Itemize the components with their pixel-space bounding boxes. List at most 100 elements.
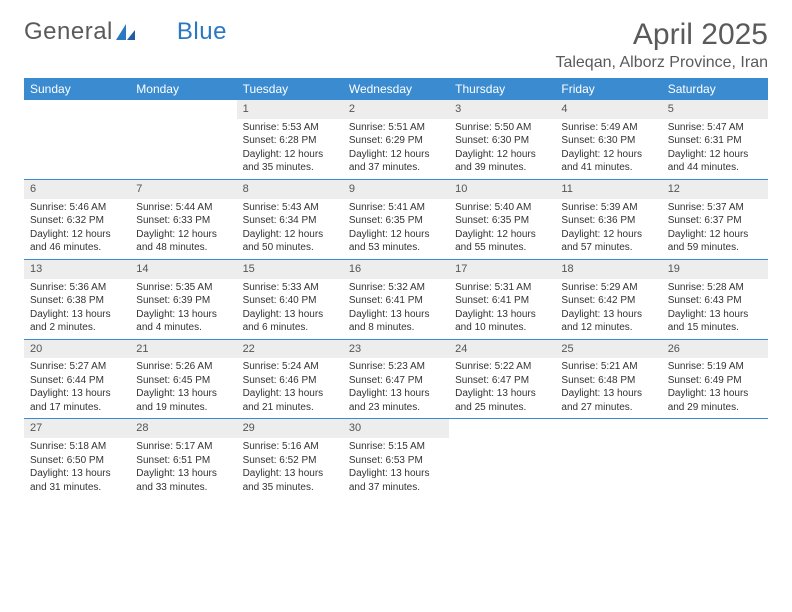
sunrise-text: Sunrise: 5:15 AM [349,440,443,454]
day-body: Sunrise: 5:43 AMSunset: 6:34 PMDaylight:… [237,199,343,259]
day-body: Sunrise: 5:27 AMSunset: 6:44 PMDaylight:… [24,358,130,418]
sunset-text: Sunset: 6:53 PM [349,454,443,468]
sunset-text: Sunset: 6:42 PM [561,294,655,308]
daylight-text-2: and 15 minutes. [668,321,762,335]
day-cell: 7Sunrise: 5:44 AMSunset: 6:33 PMDaylight… [130,180,236,259]
daylight-text-2: and 35 minutes. [243,481,337,495]
day-number: 4 [555,100,661,119]
daylight-text-1: Daylight: 13 hours [349,308,443,322]
day-number: 17 [449,260,555,279]
day-cell: 17Sunrise: 5:31 AMSunset: 6:41 PMDayligh… [449,260,555,339]
day-cell: 28Sunrise: 5:17 AMSunset: 6:51 PMDayligh… [130,419,236,498]
day-cell: 26Sunrise: 5:19 AMSunset: 6:49 PMDayligh… [662,340,768,419]
daylight-text-2: and 6 minutes. [243,321,337,335]
day-number: 23 [343,340,449,359]
day-body: Sunrise: 5:53 AMSunset: 6:28 PMDaylight:… [237,119,343,179]
daylight-text-1: Daylight: 12 hours [349,148,443,162]
day-number: 18 [555,260,661,279]
daylight-text-1: Daylight: 13 hours [136,308,230,322]
dow-cell: Sunday [24,78,130,100]
dow-cell: Friday [555,78,661,100]
calendar: SundayMondayTuesdayWednesdayThursdayFrid… [24,78,768,498]
daylight-text-1: Daylight: 12 hours [561,228,655,242]
sunrise-text: Sunrise: 5:46 AM [30,201,124,215]
daylight-text-1: Daylight: 13 hours [668,308,762,322]
day-body: Sunrise: 5:17 AMSunset: 6:51 PMDaylight:… [130,438,236,498]
day-number [449,419,555,438]
daylight-text-2: and 23 minutes. [349,401,443,415]
day-body: Sunrise: 5:32 AMSunset: 6:41 PMDaylight:… [343,279,449,339]
day-number: 25 [555,340,661,359]
day-cell [662,419,768,498]
daylight-text-2: and 53 minutes. [349,241,443,255]
sunset-text: Sunset: 6:32 PM [30,214,124,228]
day-cell: 10Sunrise: 5:40 AMSunset: 6:35 PMDayligh… [449,180,555,259]
sunrise-text: Sunrise: 5:33 AM [243,281,337,295]
day-number: 24 [449,340,555,359]
sunrise-text: Sunrise: 5:29 AM [561,281,655,295]
day-cell: 4Sunrise: 5:49 AMSunset: 6:30 PMDaylight… [555,100,661,179]
sunrise-text: Sunrise: 5:31 AM [455,281,549,295]
sunrise-text: Sunrise: 5:22 AM [455,360,549,374]
day-number: 14 [130,260,236,279]
daylight-text-1: Daylight: 13 hours [30,467,124,481]
sunrise-text: Sunrise: 5:28 AM [668,281,762,295]
sunset-text: Sunset: 6:34 PM [243,214,337,228]
daylight-text-2: and 57 minutes. [561,241,655,255]
daylight-text-1: Daylight: 13 hours [30,387,124,401]
day-number [130,100,236,119]
sunrise-text: Sunrise: 5:16 AM [243,440,337,454]
day-cell: 12Sunrise: 5:37 AMSunset: 6:37 PMDayligh… [662,180,768,259]
daylight-text-1: Daylight: 12 hours [136,228,230,242]
day-body: Sunrise: 5:18 AMSunset: 6:50 PMDaylight:… [24,438,130,498]
sunrise-text: Sunrise: 5:18 AM [30,440,124,454]
day-cell: 14Sunrise: 5:35 AMSunset: 6:39 PMDayligh… [130,260,236,339]
sunrise-text: Sunrise: 5:32 AM [349,281,443,295]
daylight-text-2: and 31 minutes. [30,481,124,495]
day-number: 15 [237,260,343,279]
daylight-text-1: Daylight: 13 hours [30,308,124,322]
day-number [24,100,130,119]
daylight-text-1: Daylight: 13 hours [243,308,337,322]
day-number: 13 [24,260,130,279]
sunrise-text: Sunrise: 5:50 AM [455,121,549,135]
sunrise-text: Sunrise: 5:51 AM [349,121,443,135]
dow-cell: Saturday [662,78,768,100]
daylight-text-1: Daylight: 12 hours [561,148,655,162]
daylight-text-1: Daylight: 12 hours [668,228,762,242]
day-number: 28 [130,419,236,438]
sunset-text: Sunset: 6:31 PM [668,134,762,148]
daylight-text-2: and 37 minutes. [349,481,443,495]
sunrise-text: Sunrise: 5:39 AM [561,201,655,215]
sunset-text: Sunset: 6:52 PM [243,454,337,468]
sunrise-text: Sunrise: 5:40 AM [455,201,549,215]
day-body: Sunrise: 5:29 AMSunset: 6:42 PMDaylight:… [555,279,661,339]
daylight-text-2: and 4 minutes. [136,321,230,335]
sail-icon [115,22,137,42]
day-cell: 21Sunrise: 5:26 AMSunset: 6:45 PMDayligh… [130,340,236,419]
logo-text-blue: Blue [177,18,227,46]
sunrise-text: Sunrise: 5:41 AM [349,201,443,215]
daylight-text-2: and 10 minutes. [455,321,549,335]
sunset-text: Sunset: 6:51 PM [136,454,230,468]
sunset-text: Sunset: 6:47 PM [455,374,549,388]
title-block: April 2025 Taleqan, Alborz Province, Ira… [555,18,768,72]
day-cell: 29Sunrise: 5:16 AMSunset: 6:52 PMDayligh… [237,419,343,498]
sunset-text: Sunset: 6:47 PM [349,374,443,388]
day-body: Sunrise: 5:36 AMSunset: 6:38 PMDaylight:… [24,279,130,339]
day-number: 26 [662,340,768,359]
day-number: 1 [237,100,343,119]
daylight-text-2: and 48 minutes. [136,241,230,255]
day-body: Sunrise: 5:16 AMSunset: 6:52 PMDaylight:… [237,438,343,498]
daylight-text-1: Daylight: 13 hours [136,467,230,481]
day-cell: 13Sunrise: 5:36 AMSunset: 6:38 PMDayligh… [24,260,130,339]
day-cell: 8Sunrise: 5:43 AMSunset: 6:34 PMDaylight… [237,180,343,259]
daylight-text-1: Daylight: 13 hours [455,387,549,401]
sunset-text: Sunset: 6:49 PM [668,374,762,388]
daylight-text-1: Daylight: 12 hours [243,228,337,242]
day-body: Sunrise: 5:39 AMSunset: 6:36 PMDaylight:… [555,199,661,259]
header: General Blue April 2025 Taleqan, Alborz … [24,18,768,72]
day-number [662,419,768,438]
daylight-text-2: and 17 minutes. [30,401,124,415]
daylight-text-1: Daylight: 13 hours [349,387,443,401]
